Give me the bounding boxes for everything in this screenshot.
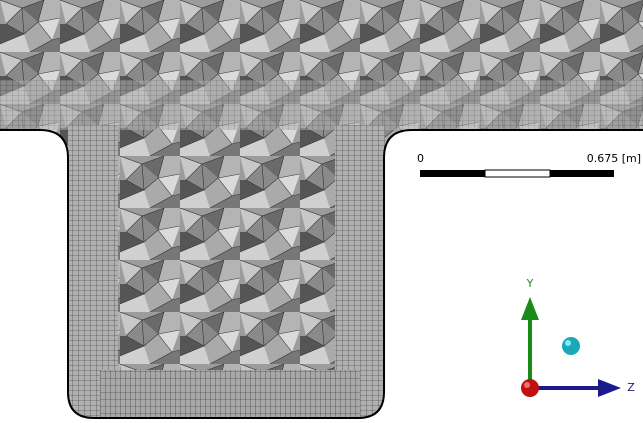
z-arrow-head: [598, 379, 621, 397]
scale-segment: [420, 170, 485, 177]
scale-end-label: 0.675 [m]: [587, 152, 641, 165]
view-highlight: [565, 340, 571, 346]
y-arrow-head: [521, 297, 539, 320]
axis-triad: Y Z: [521, 277, 635, 397]
view-sphere: [562, 337, 580, 355]
z-axis-label: Z: [627, 381, 635, 394]
origin-sphere: [521, 379, 539, 397]
scale-segment: [485, 170, 550, 177]
viewport: 0 0.675 [m] Y Z: [0, 0, 643, 423]
mesh: [0, 0, 643, 423]
scale-segment: [550, 170, 614, 177]
origin-highlight: [524, 382, 530, 388]
y-axis-label: Y: [526, 277, 534, 290]
scale-bar: 0 0.675 [m]: [417, 152, 641, 177]
scale-start-label: 0: [417, 152, 424, 165]
